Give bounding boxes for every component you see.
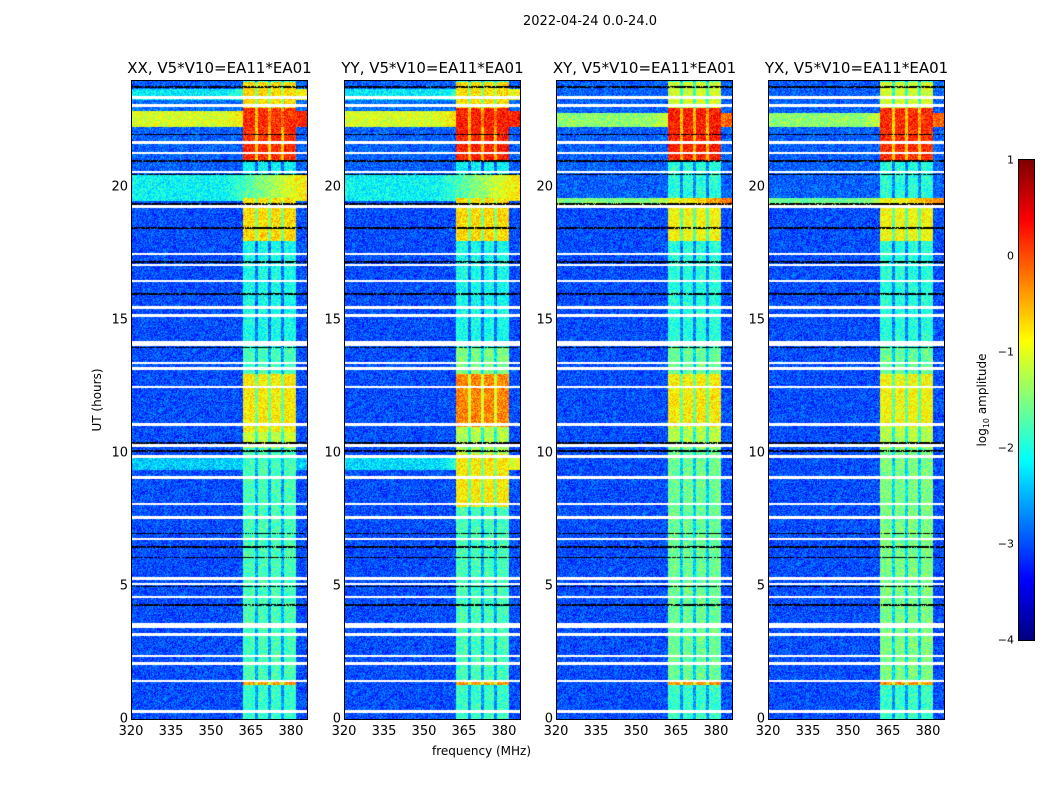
waterfall-panel-yy xyxy=(344,80,521,720)
colorbar-label-main: log xyxy=(974,428,989,447)
x-tick-label: 350 xyxy=(623,724,649,739)
y-tick-label: 0 xyxy=(544,711,553,727)
y-tick-label: 15 xyxy=(536,312,553,328)
y-tick-label: 20 xyxy=(324,179,341,194)
x-tick-label: 320 xyxy=(331,724,357,739)
y-tick-label: 10 xyxy=(748,445,765,461)
y-tick-label: 15 xyxy=(324,312,341,328)
x-tick-label: 320 xyxy=(543,724,569,739)
x-tick-label: 380 xyxy=(278,724,304,739)
x-tick-label: 335 xyxy=(583,724,609,739)
x-tick-label: 320 xyxy=(755,724,781,739)
x-tick-label: 335 xyxy=(371,724,397,739)
y-tick-label: 5 xyxy=(756,578,765,594)
x-tick-label: 350 xyxy=(835,724,861,739)
colorbar-tick-label: −2 xyxy=(997,441,1014,455)
y-tick-label: 5 xyxy=(332,578,341,594)
x-axis-label: frequency (MHz) xyxy=(432,744,532,758)
colorbar-tick-label: −1 xyxy=(997,345,1014,359)
heatmap-image xyxy=(132,81,307,719)
colorbar-tick-label: 1 xyxy=(1007,153,1014,167)
panel-title: YX, V5*V10=EA11*EA01 xyxy=(764,59,949,77)
x-tick-label: 380 xyxy=(915,724,941,739)
y-tick-label: 0 xyxy=(332,711,341,727)
colorbar-gradient xyxy=(1019,160,1034,640)
y-tick-label: 0 xyxy=(119,711,128,727)
x-tick-label: 380 xyxy=(491,724,517,739)
colorbar-tick-label: −4 xyxy=(997,633,1014,647)
waterfall-panel-xx xyxy=(131,80,308,720)
heatmap-image xyxy=(557,81,732,719)
colorbar-label: log10 amplitude xyxy=(975,354,991,447)
x-tick-label: 365 xyxy=(238,724,264,739)
x-tick-label: 365 xyxy=(875,724,901,739)
x-tick-label: 365 xyxy=(451,724,477,739)
y-tick-label: 5 xyxy=(119,578,128,594)
x-tick-label: 380 xyxy=(703,724,729,739)
y-tick-label: 15 xyxy=(748,312,765,328)
y-tick-label: 20 xyxy=(111,179,128,194)
y-tick-label: 15 xyxy=(111,312,128,328)
y-tick-label: 5 xyxy=(544,578,553,594)
y-tick-label: 20 xyxy=(748,179,765,194)
panel-title: YY, V5*V10=EA11*EA01 xyxy=(341,59,524,77)
y-tick-label: 20 xyxy=(536,179,553,194)
x-tick-label: 320 xyxy=(118,724,144,739)
colorbar-label-sub: 10 xyxy=(982,417,992,429)
panel-title: XX, V5*V10=EA11*EA01 xyxy=(127,59,312,77)
heatmap-image xyxy=(345,81,520,719)
x-tick-label: 335 xyxy=(158,724,184,739)
colorbar xyxy=(1018,159,1035,641)
x-tick-label: 350 xyxy=(198,724,224,739)
waterfall-panel-xy xyxy=(556,80,733,720)
y-axis-label: UT (hours) xyxy=(90,368,104,432)
x-tick-label: 365 xyxy=(663,724,689,739)
panel-title: XY, V5*V10=EA11*EA01 xyxy=(552,59,737,77)
colorbar-tick-label: 0 xyxy=(1007,249,1014,263)
y-tick-label: 0 xyxy=(756,711,765,727)
x-tick-label: 335 xyxy=(795,724,821,739)
heatmap-image xyxy=(769,81,944,719)
colorbar-tick-label: −3 xyxy=(997,537,1014,551)
x-tick-label: 350 xyxy=(411,724,437,739)
y-tick-label: 10 xyxy=(111,445,128,461)
colorbar-label-tail: amplitude xyxy=(974,353,989,418)
y-tick-label: 10 xyxy=(324,445,341,461)
figure-title: 2022-04-24 0.0-24.0 xyxy=(523,14,657,29)
waterfall-panel-yx xyxy=(768,80,945,720)
y-tick-label: 10 xyxy=(536,445,553,461)
